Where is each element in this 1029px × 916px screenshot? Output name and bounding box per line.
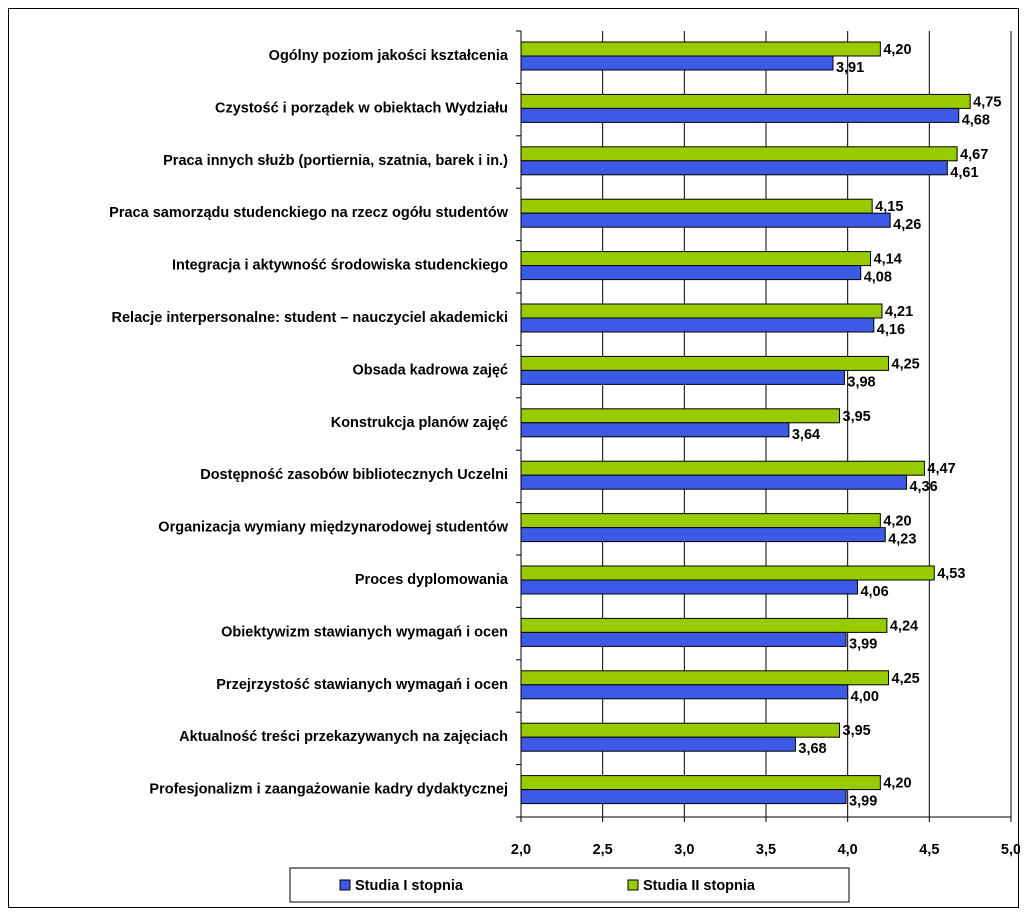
- category-label: Obsada kadrowa zajęć: [352, 362, 508, 378]
- value-label-studia-ii: 4,25: [892, 671, 920, 687]
- bar-studia-i: [520, 265, 862, 281]
- value-label-studia-ii: 4,53: [937, 566, 965, 582]
- value-label-studia-i: 4,00: [851, 689, 879, 705]
- bar-studia-ii: [520, 513, 881, 529]
- value-label-studia-ii: 4,25: [892, 356, 920, 372]
- category-label: Obiektywizm stawianych wymagań i ocen: [221, 624, 508, 640]
- bar-studia-ii: [520, 670, 889, 686]
- x-tick-label: 4,5: [919, 842, 939, 858]
- bar-studia-ii: [520, 146, 958, 162]
- bar-studia-i: [520, 55, 834, 71]
- legend-swatch: [339, 879, 351, 891]
- value-label-studia-ii: 4,15: [875, 199, 903, 215]
- value-label-studia-i: 3,98: [847, 374, 875, 390]
- legend-label: Studia I stopnia: [355, 878, 464, 894]
- value-label-studia-ii: 4,21: [885, 304, 913, 320]
- value-label-studia-i: 3,68: [798, 741, 826, 757]
- category-label: Ogólny poziom jakości kształcenia: [269, 48, 509, 64]
- category-label: Aktualność treści przekazywanych na zaję…: [179, 729, 508, 745]
- bar-studia-i: [520, 579, 858, 595]
- x-tick-label: 3,0: [674, 842, 694, 858]
- value-label-studia-ii: 3,95: [843, 409, 871, 425]
- value-label-studia-i: 3,64: [792, 427, 820, 443]
- category-label: Organizacja wymiany międzynarodowej stud…: [158, 520, 508, 536]
- legend-label: Studia II stopnia: [643, 878, 756, 894]
- bar-studia-ii: [520, 198, 873, 214]
- bar-studia-ii: [520, 93, 971, 109]
- x-tick-label: 5,0: [1001, 842, 1020, 858]
- category-label: Praca samorządu studenckiego na rzecz og…: [109, 205, 509, 221]
- value-label-studia-ii: 4,20: [883, 514, 911, 530]
- value-label-studia-ii: 4,75: [973, 94, 1001, 110]
- value-label-studia-ii: 4,24: [890, 618, 918, 634]
- category-label: Konstrukcja planów zajęć: [331, 415, 508, 431]
- value-label-studia-ii: 3,95: [843, 723, 871, 739]
- x-tick-labels: 2,0 2,5 3,0 3,5 4,0 4,5 5,0: [511, 842, 1021, 858]
- value-label-studia-ii: 4,20: [883, 776, 911, 792]
- bar-studia-i: [520, 684, 849, 700]
- legend-swatch: [627, 879, 639, 891]
- category-label: Przejrzystość stawianych wymagań i ocen: [216, 677, 508, 693]
- x-tick-label: 2,5: [593, 842, 613, 858]
- value-label-studia-i: 3,99: [849, 636, 877, 652]
- bar-studia-ii: [520, 775, 881, 791]
- value-label-studia-i: 3,99: [849, 794, 877, 810]
- bar-studia-ii: [520, 251, 872, 267]
- value-label-studia-ii: 4,20: [883, 42, 911, 58]
- axes: [516, 30, 1012, 822]
- chart-frame: Ogólny poziom jakości kształcenia Czystoś…: [8, 8, 1021, 908]
- bar-studia-ii: [520, 460, 925, 476]
- bar-studia-i: [520, 474, 907, 490]
- category-label: Integracja i aktywność środowiska studen…: [172, 258, 508, 274]
- value-label-studia-i: 4,61: [950, 165, 978, 181]
- bar-studia-i: [520, 160, 948, 176]
- bar-studia-i: [520, 317, 875, 333]
- category-label: Czystość i porządek w obiektach Wydziału: [215, 100, 508, 116]
- category-label: Profesjonalizm i zaangażowanie kadry dyd…: [149, 782, 508, 798]
- value-label-studia-i: 4,36: [909, 479, 937, 495]
- x-tick-label: 3,5: [756, 842, 776, 858]
- category-label: Praca innych służb (portiernia, szatnia,…: [163, 153, 508, 169]
- value-label-studia-i: 3,91: [836, 60, 864, 76]
- bar-studia-ii: [520, 355, 889, 371]
- bar-chart: Ogólny poziom jakości kształcenia Czystoś…: [109, 30, 1021, 903]
- bar-studia-i: [520, 212, 891, 228]
- category-label: Relacje interpersonalne: student – naucz…: [112, 310, 509, 326]
- category-labels: Ogólny poziom jakości kształcenia Czystoś…: [109, 48, 509, 798]
- bar-studia-ii: [520, 565, 935, 581]
- bar-studia-i: [520, 527, 886, 543]
- category-label: Proces dyplomowania: [355, 572, 509, 588]
- bar-studia-i: [520, 631, 847, 647]
- value-label-studia-i: 4,06: [860, 584, 888, 600]
- value-labels: 4,20 3,91 4,75 4,68 4,67 4,61 4,15 4,26 4,14 4,08…: [792, 42, 1002, 810]
- bar-studia-ii: [520, 722, 840, 738]
- legend-box: [289, 867, 850, 903]
- bars: [520, 41, 971, 805]
- bar-studia-i: [520, 422, 790, 438]
- x-tick-label: 4,0: [838, 842, 858, 858]
- value-label-studia-i: 4,68: [962, 112, 990, 128]
- bar-studia-ii: [520, 41, 881, 57]
- value-label-studia-i: 4,16: [877, 322, 905, 338]
- bar-studia-i: [520, 736, 796, 752]
- bar-studia-i: [520, 369, 845, 385]
- value-label-studia-i: 4,08: [864, 270, 892, 286]
- value-label-studia-ii: 4,14: [874, 252, 902, 268]
- bar-studia-ii: [520, 303, 883, 319]
- category-label: Dostępność zasobów bibliotecznych Uczeln…: [200, 467, 508, 483]
- bar-studia-ii: [520, 617, 888, 633]
- value-label-studia-ii: 4,47: [927, 461, 955, 477]
- bar-studia-ii: [520, 408, 840, 424]
- value-label-studia-i: 4,23: [888, 532, 916, 548]
- legend: Studia I stopnia Studia II stopnia: [289, 867, 850, 903]
- bar-studia-i: [520, 107, 960, 123]
- value-label-studia-ii: 4,67: [960, 147, 988, 163]
- bar-studia-i: [520, 789, 847, 805]
- value-label-studia-i: 4,26: [893, 217, 921, 233]
- x-tick-label: 2,0: [511, 842, 531, 858]
